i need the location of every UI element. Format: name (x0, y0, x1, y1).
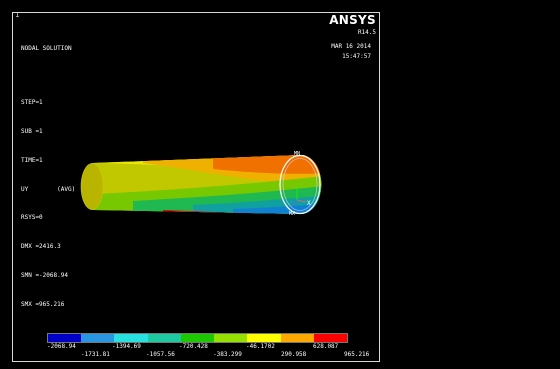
ansys-logo: ANSYS (329, 13, 376, 27)
legend-swatch-8 (280, 334, 314, 342)
axis-z-line (291, 199, 298, 207)
time-label: 15:47:57 (342, 53, 371, 60)
legend-label-2: -1731.81 (81, 351, 110, 358)
solution-info: NODAL SOLUTION STEP=1 SUB =1 TIME=1 UY (… (21, 25, 75, 328)
cylinder-model[interactable]: X MN MX (13, 13, 379, 361)
info-result: UY (AVG) (21, 185, 76, 193)
legend-label-4: -1057.56 (146, 351, 175, 358)
legend-label-8: 290.958 (281, 351, 307, 358)
cylinder-left-end (80, 163, 104, 210)
axis-triad: X (291, 187, 311, 207)
axis-x-line (296, 199, 307, 203)
band-blue (233, 203, 322, 214)
window-number: 1 (15, 11, 20, 19)
max-marker: MX (289, 211, 295, 217)
legend-label-10: 965.216 (344, 351, 370, 358)
version-label: R14.5 (357, 29, 376, 36)
legend-swatch-3 (114, 334, 148, 342)
axis-x-label: X (307, 200, 311, 207)
legend-swatch-5 (180, 334, 215, 342)
min-marker: MN (294, 151, 300, 157)
info-step: STEP=1 (21, 99, 43, 107)
cylinder-right-end (279, 154, 321, 215)
info-smn: SMN =-2068.94 (21, 271, 68, 279)
graphics-window[interactable]: 1 NODAL SOLUTION STEP=1 SUB =1 TIME=1 UY… (12, 11, 380, 362)
legend-label-3: -1394.69 (112, 343, 141, 350)
legend-label-5: -720.428 (179, 343, 208, 350)
legend-swatch-4 (147, 334, 181, 342)
legend-swatch-2 (81, 334, 115, 342)
legend-swatch-7 (247, 334, 281, 342)
solution-title: NODAL SOLUTION (21, 45, 72, 53)
legend-label-9: 628.087 (313, 343, 339, 350)
date-label: MAR 16 2014 (331, 43, 371, 50)
band-dark-orange (213, 155, 322, 174)
legend-label-7: -46.1702 (246, 343, 275, 350)
info-rsys: RSYS=0 (21, 214, 43, 222)
legend-swatch-9 (313, 334, 347, 342)
info-dmx: DMX =2416.3 (21, 243, 61, 251)
legend-swatch-6 (214, 334, 248, 342)
legend-label-6: -383.299 (213, 351, 242, 358)
info-smx: SMX =965.216 (21, 300, 65, 308)
legend-swatch-1 (48, 334, 82, 342)
info-time: TIME=1 (21, 156, 43, 164)
info-sub: SUB =1 (21, 127, 43, 135)
legend-label-1: -2068.94 (47, 343, 76, 350)
contour-legend-bar (47, 333, 348, 343)
cylinder-inner-edge (282, 158, 318, 211)
